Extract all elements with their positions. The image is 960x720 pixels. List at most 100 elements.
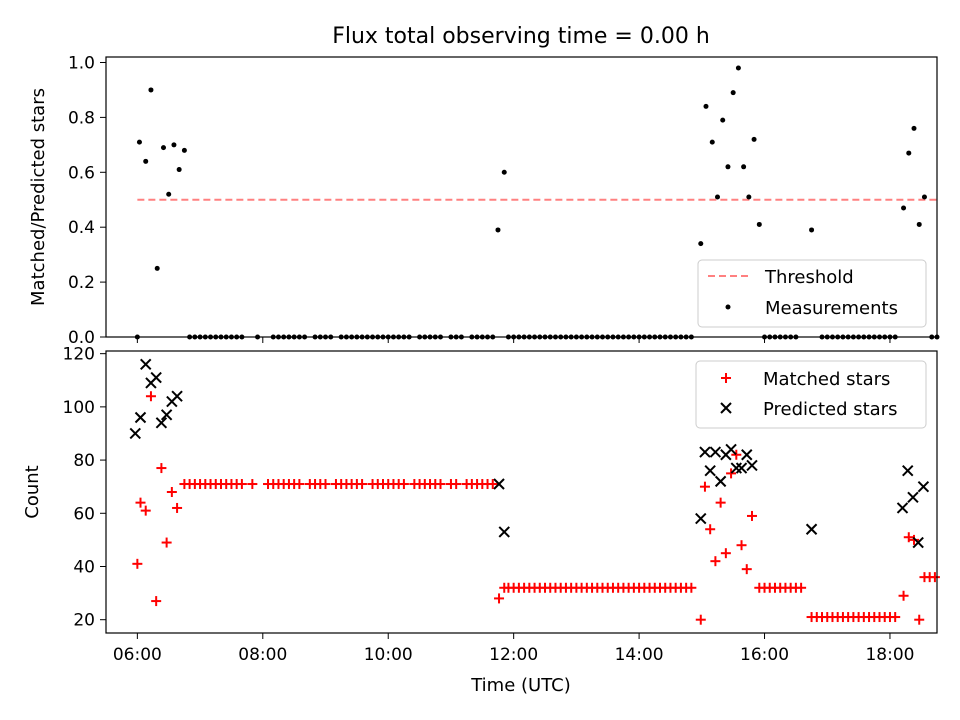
- matched-stars-series: [132, 391, 940, 625]
- measurement-point: [171, 142, 177, 148]
- matched-star-point: [320, 479, 331, 490]
- matched-star-point: [172, 502, 183, 513]
- matched-star-point: [715, 497, 726, 508]
- measurement-point: [501, 169, 507, 175]
- matched-star-point: [435, 479, 446, 490]
- predicted-star-point: [917, 480, 930, 493]
- top-plot-frame: [105, 56, 938, 338]
- top-panel: 0.0 0.2 0.4 0.6 0.8 1.0 Matched/Predicted sta…: [28, 53, 940, 348]
- top-y-tick-label: 0.0: [68, 328, 95, 348]
- top-y-axis-label: Matched/Predicted stars: [28, 88, 49, 306]
- predicted-star-point: [902, 465, 914, 477]
- matched-star-point: [151, 596, 162, 607]
- measurement-point: [495, 227, 501, 233]
- matched-star-point: [145, 391, 156, 402]
- legend-matched-label: Matched stars: [763, 369, 890, 390]
- matched-star-point: [487, 479, 498, 490]
- bottom-x-tick-label: 08:00: [238, 645, 287, 665]
- top-y-axis: 0.0 0.2 0.4 0.6 0.8 1.0: [68, 53, 106, 348]
- predicted-star-point: [498, 526, 510, 538]
- bottom-plot-frame: [105, 350, 938, 634]
- bottom-y-tick-label: 100: [63, 398, 95, 418]
- predicted-star-point: [704, 465, 716, 477]
- measurement-point: [709, 139, 715, 145]
- bottom-panel: 20 40 60 80 100 120 06:00 08:00 10:00 12:00 14:00…: [22, 345, 940, 696]
- bottom-y-axis: 20 40 60 80 100 120: [63, 345, 106, 631]
- matched-star-point: [294, 479, 305, 490]
- matched-star-point: [726, 468, 737, 479]
- matched-star-point: [156, 463, 167, 474]
- predicted-star-point: [746, 459, 758, 472]
- predicted-star-point: [695, 512, 707, 525]
- legend-threshold-label: Threshold: [764, 267, 854, 288]
- bottom-y-tick-label: 20: [73, 611, 95, 631]
- matched-star-point: [166, 487, 177, 497]
- bottom-x-tick-label: 12:00: [489, 645, 538, 665]
- top-y-tick-label: 0.8: [68, 108, 95, 128]
- matched-star-point: [398, 479, 409, 490]
- measurement-point: [714, 194, 720, 200]
- matched-star-point: [741, 564, 752, 575]
- measurement-point: [751, 136, 757, 142]
- measurement-point: [746, 194, 752, 200]
- matched-star-point: [236, 479, 247, 490]
- measurement-point: [901, 205, 907, 211]
- top-y-tick-label: 1.0: [68, 53, 95, 73]
- measurement-point: [730, 90, 736, 96]
- top-legend: Threshold Measurements: [697, 259, 927, 328]
- matched-star-point: [731, 449, 742, 460]
- predicted-star-point: [912, 536, 924, 549]
- matched-star-point: [705, 524, 716, 535]
- legend-predicted-swatch: [720, 402, 732, 414]
- top-x-ticks: [136, 337, 891, 343]
- matched-star-point: [890, 612, 901, 623]
- predicted-star-point: [493, 478, 505, 490]
- matched-star-point: [699, 481, 710, 492]
- matched-star-point: [451, 479, 462, 490]
- matched-star-point: [796, 582, 807, 593]
- predicted-star-point: [160, 409, 173, 421]
- bottom-y-tick-label: 60: [73, 504, 95, 524]
- bottom-legend: Matched stars Predicted stars: [695, 360, 927, 429]
- measurement-point: [154, 265, 160, 271]
- measurement-point: [698, 241, 704, 247]
- matched-star-point: [135, 497, 146, 508]
- predicted-star-point: [155, 417, 168, 429]
- measurement-point: [911, 125, 917, 131]
- predicted-star-point: [709, 446, 722, 458]
- legend-measurements-label: Measurements: [765, 298, 898, 319]
- bottom-x-tick-label: 10:00: [364, 645, 413, 665]
- matched-star-point: [494, 593, 505, 604]
- matched-star-point: [132, 558, 143, 569]
- matched-star-point: [720, 548, 731, 559]
- matched-star-point: [247, 479, 258, 490]
- legend-predicted-label: Predicted stars: [763, 399, 897, 420]
- predicted-star-point: [741, 449, 753, 461]
- legend-matched-marker: [721, 373, 731, 383]
- measurement-point: [720, 117, 726, 123]
- matched-star-point: [914, 614, 925, 625]
- matched-star-point: [161, 537, 172, 548]
- measurement-point: [181, 147, 187, 153]
- bottom-x-tick-label: 06:00: [113, 645, 162, 665]
- measurement-point: [809, 227, 815, 233]
- measurement-point: [921, 194, 927, 200]
- legend-matched-swatch: [721, 373, 731, 383]
- bottom-x-axis-label: Time (UTC): [470, 675, 571, 696]
- predicted-star-point: [907, 491, 919, 504]
- bottom-legend-box: [695, 360, 927, 429]
- matched-star-point: [909, 534, 920, 545]
- measurement-point: [906, 150, 912, 156]
- bottom-y-tick-label: 80: [73, 451, 95, 471]
- bottom-x-tick-label: 16:00: [740, 645, 789, 665]
- bottom-y-axis-label: Count: [22, 465, 43, 518]
- top-y-tick-label: 0.6: [68, 163, 95, 183]
- legend-predicted-marker: [720, 402, 732, 414]
- predicted-star-point: [735, 462, 748, 474]
- matched-star-point: [929, 572, 940, 583]
- bottom-x-axis: 06:00 08:00 10:00 12:00 14:00 16:00 18:00: [113, 633, 914, 665]
- bottom-y-tick-label: 40: [73, 557, 95, 577]
- figure-title: Flux total observing time = 0.00 h: [332, 24, 710, 49]
- measurement-point: [143, 158, 149, 164]
